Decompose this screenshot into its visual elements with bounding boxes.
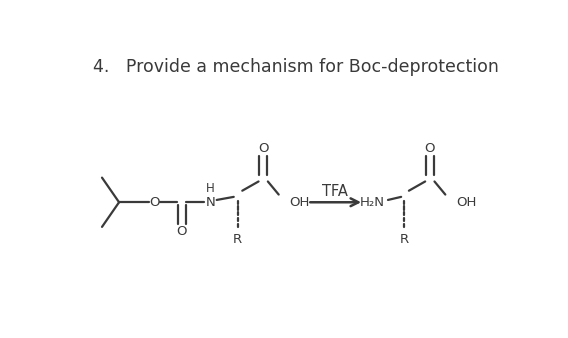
Text: H₂N: H₂N: [360, 196, 385, 209]
Text: O: O: [177, 225, 187, 238]
Text: OH: OH: [456, 196, 477, 209]
Text: O: O: [149, 196, 160, 209]
Text: R: R: [233, 233, 242, 246]
Text: 4.   Provide a mechanism for Boc-deprotection: 4. Provide a mechanism for Boc-deprotect…: [93, 57, 499, 75]
Text: O: O: [258, 142, 269, 155]
Text: N: N: [206, 196, 215, 209]
Text: O: O: [424, 142, 435, 155]
Text: OH: OH: [290, 196, 310, 209]
Text: TFA: TFA: [322, 184, 348, 199]
Text: H: H: [206, 182, 215, 195]
Text: R: R: [400, 233, 409, 246]
